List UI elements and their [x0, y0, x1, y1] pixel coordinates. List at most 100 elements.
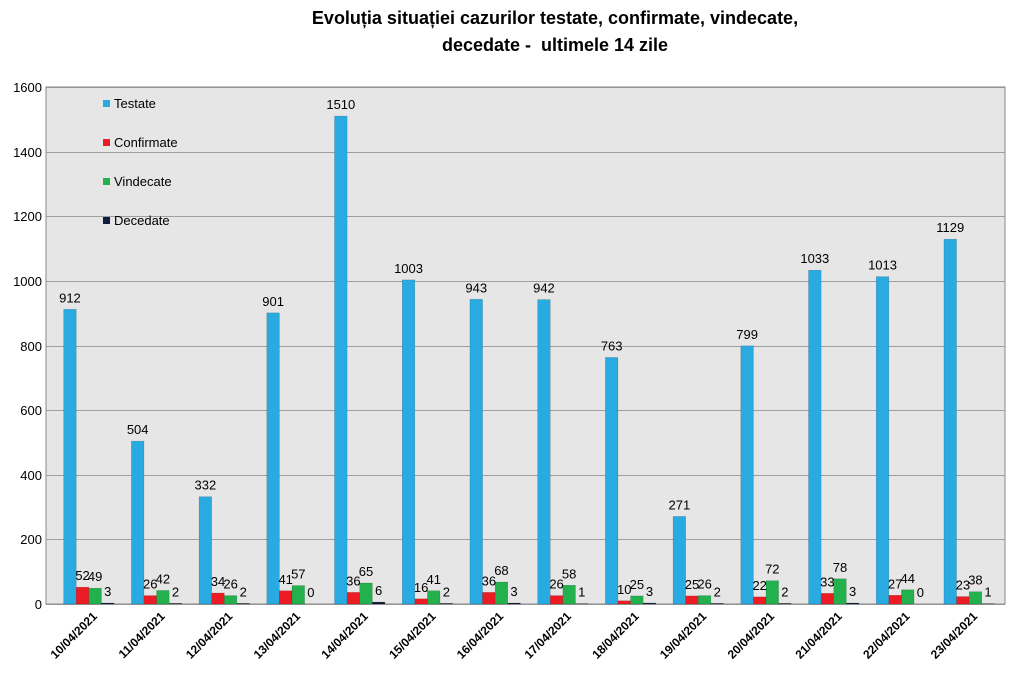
legend-item-decedate: Decedate	[103, 213, 170, 228]
legend-item-testate: Testate	[103, 96, 156, 111]
y-tick-label-800: 800	[20, 339, 42, 354]
plot-area-background	[46, 87, 1005, 604]
value-label-vindecate-11: 78	[833, 560, 847, 575]
y-tick-label-600: 600	[20, 403, 42, 418]
value-label-confirmate-3: 41	[278, 572, 292, 587]
chart-title-line-1: Evoluția situației cazurilor testate, co…	[312, 8, 798, 28]
bar-confirmate-11	[820, 593, 834, 605]
legend-swatch-decedate	[103, 217, 110, 224]
bar-vindecate-3	[291, 585, 305, 605]
chart-title: Evoluția situației cazurilor testate, co…	[312, 8, 798, 55]
bar-confirmate-13	[956, 596, 970, 605]
bar-confirmate-8	[617, 600, 631, 605]
value-label-confirmate-7: 26	[549, 577, 563, 592]
value-label-testate-11: 1033	[800, 251, 829, 266]
value-label-testate-0: 912	[59, 290, 81, 305]
value-label-testate-9: 271	[669, 497, 691, 512]
value-label-testate-4: 1510	[326, 97, 355, 112]
bar-vindecate-1	[156, 590, 170, 605]
y-tick-label-400: 400	[20, 468, 42, 483]
bar-vindecate-11	[833, 578, 847, 605]
bar-decedate-8	[642, 602, 657, 605]
bar-vindecate-6	[494, 581, 508, 605]
bar-testate-9	[672, 516, 686, 605]
value-label-confirmate-1: 26	[143, 577, 157, 592]
y-tick-label-1600: 1600	[13, 80, 42, 95]
plot-area-frame	[45, 86, 1006, 605]
bar-testate-10	[740, 345, 754, 605]
legend-swatch-vindecate	[103, 178, 110, 185]
value-label-testate-5: 1003	[394, 261, 423, 276]
value-label-decedate-9: 2	[714, 584, 721, 599]
value-label-vindecate-12: 44	[900, 571, 914, 586]
value-label-testate-6: 943	[465, 280, 487, 295]
value-label-vindecate-4: 65	[359, 564, 373, 579]
value-label-vindecate-9: 26	[697, 577, 711, 592]
bar-decedate-5	[439, 603, 453, 605]
bar-vindecate-10	[765, 580, 779, 605]
legend: Testate Confirmate Vindecate Decedate	[103, 96, 178, 228]
value-label-decedate-7: 1	[578, 585, 585, 600]
legend-label-decedate: Decedate	[114, 213, 170, 228]
value-label-vindecate-3: 57	[291, 567, 305, 582]
bar-confirmate-10	[753, 596, 767, 605]
value-label-decedate-10: 2	[781, 584, 788, 599]
value-label-vindecate-1: 42	[156, 571, 170, 586]
bar-confirmate-5	[414, 598, 428, 605]
value-label-confirmate-11: 33	[820, 574, 834, 589]
y-tick-label-1400: 1400	[13, 145, 42, 160]
bar-testate-5	[401, 279, 416, 605]
value-label-confirmate-6: 36	[482, 573, 496, 588]
bar-decedate-4	[372, 601, 386, 605]
bar-decedate-11	[846, 602, 860, 605]
y-axis: 0 200 400 600 800 1000 1200 1400 1600	[13, 80, 42, 612]
gridlines	[46, 87, 1005, 605]
value-label-decedate-13: 1	[984, 585, 991, 600]
bar-vindecate-9	[698, 595, 712, 605]
value-label-confirmate-12: 27	[888, 576, 902, 591]
bar-vindecate-4	[359, 582, 373, 605]
legend-item-confirmate: Confirmate	[103, 135, 178, 150]
value-label-vindecate-5: 41	[426, 572, 440, 587]
value-label-testate-2: 332	[195, 478, 217, 493]
value-label-vindecate-8: 25	[630, 577, 644, 592]
value-label-confirmate-10: 22	[752, 578, 766, 593]
legend-swatch-testate	[103, 100, 110, 107]
legend-label-testate: Testate	[114, 96, 156, 111]
bar-vindecate-13	[968, 591, 982, 605]
y-tick-label-1000: 1000	[13, 274, 42, 289]
legend-item-vindecate: Vindecate	[103, 174, 172, 189]
value-label-confirmate-5: 16	[414, 580, 428, 595]
bar-confirmate-1	[143, 595, 157, 605]
legend-swatch-confirmate	[103, 139, 110, 146]
value-label-vindecate-7: 58	[562, 566, 576, 581]
bar-decedate-2	[236, 603, 250, 605]
value-label-decedate-5: 2	[443, 584, 450, 599]
value-label-confirmate-2: 34	[211, 574, 225, 589]
value-label-testate-10: 799	[736, 327, 758, 342]
value-label-confirmate-9: 25	[685, 577, 699, 592]
value-label-decedate-3: 0	[307, 585, 314, 600]
value-label-vindecate-2: 26	[223, 577, 237, 592]
legend-label-vindecate: Vindecate	[114, 174, 172, 189]
bar-vindecate-0	[88, 587, 102, 605]
value-label-vindecate-6: 68	[494, 563, 508, 578]
bar-decedate-10	[778, 603, 792, 605]
bar-confirmate-2	[211, 592, 225, 605]
bar-confirmate-12	[888, 595, 902, 605]
bar-testate-3	[266, 312, 280, 605]
bar-testate-12	[875, 276, 890, 605]
value-label-testate-7: 942	[533, 281, 555, 296]
value-label-confirmate-13: 23	[956, 578, 970, 593]
bar-confirmate-9	[685, 595, 699, 605]
bar-testate-11	[808, 269, 822, 605]
bar-testate-7	[537, 299, 551, 605]
value-label-confirmate-0: 52	[75, 568, 89, 583]
value-label-testate-8: 763	[601, 338, 623, 353]
value-label-decedate-0: 3	[104, 584, 111, 599]
bar-vindecate-2	[224, 595, 238, 605]
bar-confirmate-7	[550, 595, 564, 605]
y-tick-label-200: 200	[20, 532, 42, 547]
